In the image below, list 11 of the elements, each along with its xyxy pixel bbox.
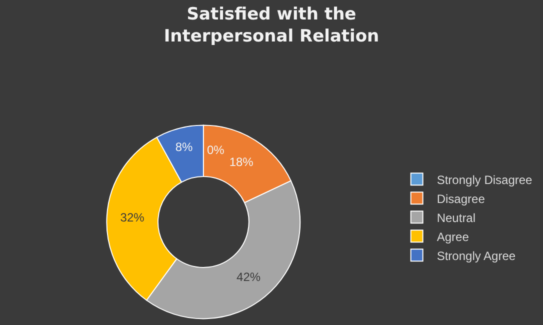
- legend-label: Neutral: [436, 210, 476, 225]
- data-label: 32%: [120, 210, 145, 225]
- legend-label: Agree: [436, 230, 470, 244]
- data-label: 18%: [229, 154, 254, 169]
- text: 0%: [207, 143, 224, 157]
- legend-label: Strongly Disagree: [436, 172, 533, 187]
- legend-label: Disagree: [436, 192, 486, 206]
- legend-label: Strongly Agree: [436, 248, 516, 263]
- data-label: 42%: [236, 270, 261, 284]
- chart-title: Satisfied with the Interpersonal Relation: [164, 4, 380, 47]
- data-label: 8%: [175, 140, 193, 154]
